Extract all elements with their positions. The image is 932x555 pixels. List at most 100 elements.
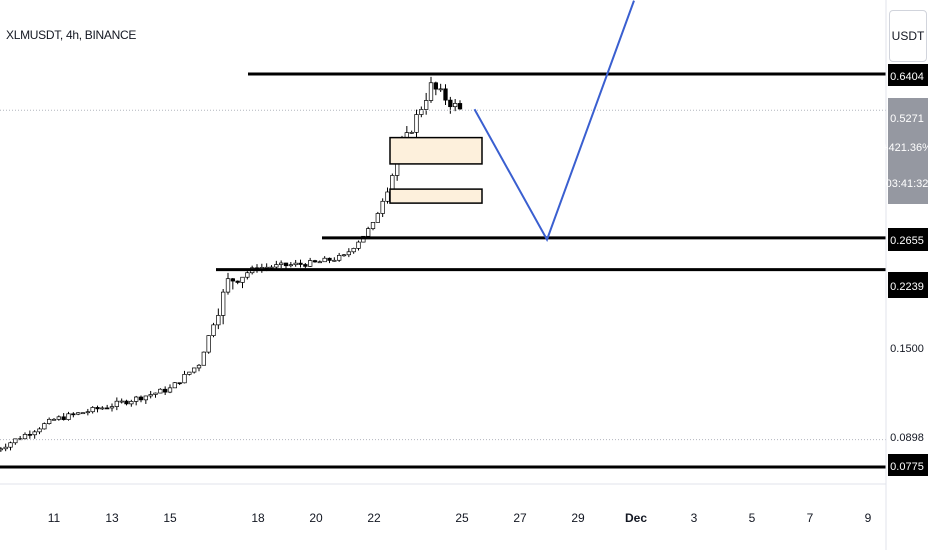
candle-up	[221, 291, 226, 316]
candle-up	[47, 418, 52, 424]
candle-down	[448, 99, 453, 108]
current-price-label: 0.5271 +421.36% 03:41:32	[882, 98, 932, 204]
candle-down	[283, 262, 289, 267]
candle-up	[119, 400, 124, 403]
price-tick-label: 0.0898	[890, 432, 924, 444]
candle-up	[409, 132, 414, 134]
candle-up	[337, 255, 342, 261]
time-label: 18	[251, 511, 265, 525]
time-label: 20	[309, 511, 323, 525]
time-label: 25	[455, 511, 469, 525]
candle-up	[225, 278, 231, 293]
candle-up	[182, 374, 187, 384]
candle-up	[56, 416, 61, 420]
candle-down	[61, 416, 66, 420]
candle-up	[51, 418, 57, 421]
time-label: 15	[163, 511, 177, 525]
candle-down	[433, 82, 438, 90]
supply-demand-zone	[389, 188, 483, 204]
time-label: 13	[105, 511, 119, 525]
time-label: 7	[807, 511, 814, 525]
current-price-bg	[888, 98, 928, 204]
change-percent-text: +421.36%	[882, 142, 932, 154]
candle-up	[346, 251, 351, 256]
candle-up	[211, 324, 216, 336]
candle-up	[341, 254, 347, 257]
candle-down	[163, 388, 168, 393]
candle-up	[90, 407, 95, 413]
candle-up	[317, 261, 322, 264]
candle-down	[230, 278, 235, 282]
candle-down	[138, 396, 144, 401]
candle-down	[27, 433, 32, 436]
candle-up	[424, 100, 429, 110]
candle-down	[124, 400, 129, 405]
price-tick-label: 0.1500	[890, 343, 924, 355]
time-label: 27	[513, 511, 527, 525]
candle-up	[428, 82, 434, 101]
candle-up	[13, 438, 18, 444]
candle-down	[298, 262, 303, 265]
candle-up	[109, 406, 115, 409]
candle-down	[457, 103, 463, 110]
candle-down	[312, 260, 318, 263]
price-label-text: 0.2655	[890, 235, 924, 247]
symbol-title: XLMUSDT, 4h, BINANCE	[6, 28, 137, 42]
candle-up	[196, 364, 202, 369]
price-label-0.2655: 0.2655	[888, 228, 928, 251]
currency-button[interactable]: USDT	[889, 10, 927, 62]
horizontal-levels-layer	[0, 72, 886, 469]
candle-up	[356, 241, 361, 249]
candle-up	[100, 407, 105, 410]
time-label: 22	[367, 511, 381, 525]
zones-layer	[389, 136, 483, 204]
candle-down	[71, 413, 76, 416]
candle-up	[370, 222, 376, 229]
time-label-month: Dec	[625, 511, 647, 525]
candle-up	[42, 423, 47, 430]
candle-up	[3, 446, 8, 450]
candle-up	[438, 88, 443, 91]
candle-up	[201, 351, 206, 366]
time-label: 29	[571, 511, 585, 525]
candle-up	[134, 396, 139, 402]
time-label: 3	[691, 511, 698, 525]
candle-up	[279, 262, 284, 265]
current-price-text: 0.5271	[890, 113, 924, 125]
price-label-bg	[888, 228, 928, 251]
candle-up	[80, 412, 86, 415]
candle-up	[153, 392, 158, 395]
candle-up	[269, 266, 274, 269]
candle-down	[105, 407, 110, 410]
candle-up	[76, 412, 81, 415]
candle-up	[366, 228, 371, 237]
candle-up	[0, 448, 3, 451]
price-scale[interactable]: 0.6404 0.5271 +421.36% 03:41:32 0.2655 0…	[882, 0, 932, 550]
candle-up	[187, 371, 192, 375]
candle-down	[95, 407, 100, 410]
candle-up	[148, 394, 153, 397]
price-label-bg	[888, 454, 928, 476]
candle-up	[332, 259, 337, 262]
candle-up	[293, 262, 298, 266]
candle-up	[114, 400, 119, 407]
time-axis[interactable]: 11 13 15 18 20 22 25 27 29 Dec 3 5 7 9	[0, 483, 886, 525]
candle-up	[308, 260, 313, 267]
candle-down	[177, 382, 182, 385]
countdown-text: 03:41:32	[886, 178, 929, 190]
price-label-bg	[888, 272, 928, 298]
candle-up	[172, 382, 177, 389]
time-label: 5	[749, 511, 756, 525]
candle-up	[385, 191, 390, 202]
candle-up	[143, 395, 148, 401]
candle-up	[22, 433, 28, 440]
price-label-0.2239: 0.2239	[888, 272, 928, 298]
candle-up	[453, 103, 458, 108]
time-label: 9	[865, 511, 872, 525]
candle-up	[129, 401, 134, 405]
candle-up	[85, 411, 90, 414]
candle-up	[351, 248, 356, 253]
candle-down	[443, 88, 448, 101]
